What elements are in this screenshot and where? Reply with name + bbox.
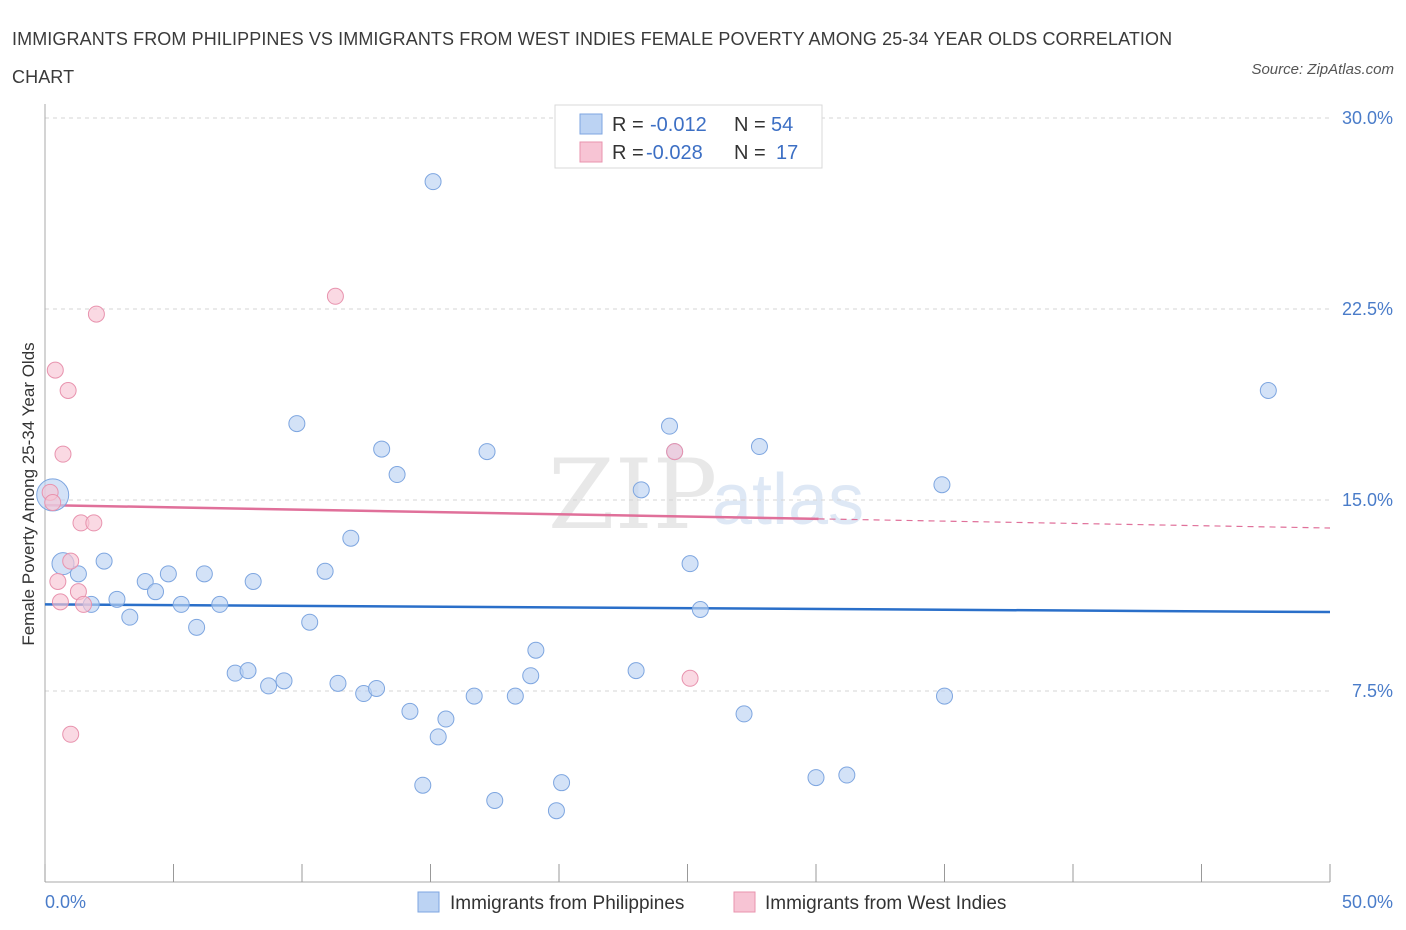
point-philippines-41: [627, 662, 645, 680]
point-philippines-22: [329, 674, 347, 692]
point-philippines-25: [368, 679, 386, 697]
point-philippines-6: [121, 608, 139, 626]
point-philippines-46: [691, 601, 709, 619]
tick-labels: 0.0% 50.0% 7.5% 15.0% 22.5% 30.0%: [45, 108, 1393, 912]
legend-n-value-west-indies: 17: [776, 142, 798, 164]
point-philippines-45: [681, 555, 699, 573]
series-legend-label-west-indies: Immigrants from West Indies: [765, 893, 1006, 914]
point-philippines-26: [373, 440, 391, 458]
point-west-indies-8: [62, 725, 80, 743]
point-philippines-20: [301, 613, 319, 631]
point-philippines-33: [465, 687, 483, 705]
point-philippines-13: [211, 595, 229, 613]
x-tick-label-min: 0.0%: [45, 892, 86, 912]
point-philippines-38: [527, 641, 545, 659]
y-tick-label-30: 30.0%: [1342, 108, 1393, 128]
point-philippines-4: [95, 552, 113, 570]
trend-line-west-indies: [44, 503, 819, 521]
point-philippines-29: [414, 776, 432, 794]
point-philippines-34: [478, 443, 496, 461]
y-tick-label-15: 15.0%: [1342, 490, 1393, 510]
x-tick-label-max: 50.0%: [1342, 892, 1393, 912]
point-philippines-11: [188, 618, 206, 636]
point-philippines-16: [244, 572, 262, 590]
point-philippines-51: [933, 476, 951, 494]
point-philippines-9: [159, 565, 177, 583]
legend-r-label-west-indies: R =: [612, 142, 644, 164]
point-philippines-37: [522, 667, 540, 685]
point-philippines-31: [437, 710, 455, 728]
point-philippines-21: [316, 562, 334, 580]
point-philippines-50: [838, 766, 856, 784]
trend-lines: [44, 503, 1331, 614]
point-philippines-27: [388, 466, 406, 484]
legend-swatch-west-indies: [579, 141, 603, 163]
point-philippines-32: [424, 173, 442, 191]
point-philippines-48: [750, 438, 768, 456]
series-legend: Immigrants from Philippines Immigrants f…: [417, 891, 1006, 914]
point-philippines-15: [239, 662, 257, 680]
trend-line-philippines: [44, 603, 1331, 614]
legend-n-value-philippines: 54: [771, 114, 793, 136]
point-philippines-28: [401, 702, 419, 720]
point-philippines-39: [547, 802, 565, 820]
point-philippines-5: [108, 590, 126, 608]
series-legend-swatch-west-indies: [733, 891, 756, 913]
point-west-indies-1: [44, 494, 62, 512]
legend-swatch-philippines: [579, 113, 603, 135]
trend-line-west-indies-extension: [818, 518, 1331, 529]
point-west-indies-7: [62, 552, 80, 570]
point-west-indies-14: [326, 287, 344, 305]
point-philippines-35: [486, 792, 504, 810]
legend-n-label-west-indies: N =: [734, 142, 766, 164]
point-philippines-7: [136, 572, 154, 590]
source-credit: Source: ZipAtlas.com: [1251, 61, 1394, 78]
point-philippines-49: [807, 769, 825, 787]
point-philippines-23: [342, 529, 360, 547]
y-tick-label-7-5: 7.5%: [1352, 681, 1393, 701]
point-philippines-2: [69, 565, 87, 583]
point-philippines-8: [147, 583, 165, 601]
point-west-indies-11: [75, 595, 93, 613]
point-philippines-30: [429, 728, 447, 746]
watermark-zip: ZIP: [548, 439, 717, 551]
point-west-indies-3: [49, 572, 67, 590]
stats-legend: R = -0.012 N = 54 R = -0.028 N = 17: [554, 104, 823, 169]
point-philippines-52: [936, 687, 953, 705]
point-philippines-18: [275, 672, 293, 690]
point-philippines-43: [661, 417, 679, 435]
y-axis-label: Female Poverty Among 25-34 Year Olds: [19, 342, 38, 645]
point-west-indies-12: [85, 514, 103, 532]
point-west-indies-4: [51, 593, 69, 611]
point-philippines-10: [172, 595, 190, 613]
series-legend-label-philippines: Immigrants from Philippines: [450, 893, 684, 914]
point-west-indies-6: [59, 381, 77, 399]
point-philippines-47: [735, 705, 753, 723]
point-west-indies-5: [54, 445, 72, 463]
watermark: ZIP atlas: [548, 439, 864, 551]
point-west-indies-2: [46, 361, 64, 379]
point-philippines-40: [553, 774, 571, 792]
data-points: [36, 173, 1277, 820]
y-tick-label-22-5: 22.5%: [1342, 299, 1393, 319]
point-west-indies-13: [87, 305, 105, 323]
legend-r-value-philippines: -0.012: [650, 114, 707, 136]
point-west-indies-16: [681, 669, 699, 687]
legend-r-label-philippines: R =: [612, 114, 644, 136]
point-philippines-17: [260, 677, 278, 695]
point-philippines-19: [288, 415, 306, 433]
point-west-indies-15: [666, 443, 684, 461]
legend-r-value-west-indies: -0.028: [646, 142, 703, 164]
legend-n-label-philippines: N =: [734, 114, 766, 136]
point-philippines-36: [506, 687, 524, 705]
point-philippines-53: [1259, 381, 1277, 399]
point-philippines-42: [632, 481, 650, 499]
series-legend-swatch-philippines: [417, 891, 440, 913]
point-philippines-12: [195, 565, 213, 583]
chart-title: IMMIGRANTS FROM PHILIPPINES VS IMMIGRANT…: [12, 29, 1173, 87]
